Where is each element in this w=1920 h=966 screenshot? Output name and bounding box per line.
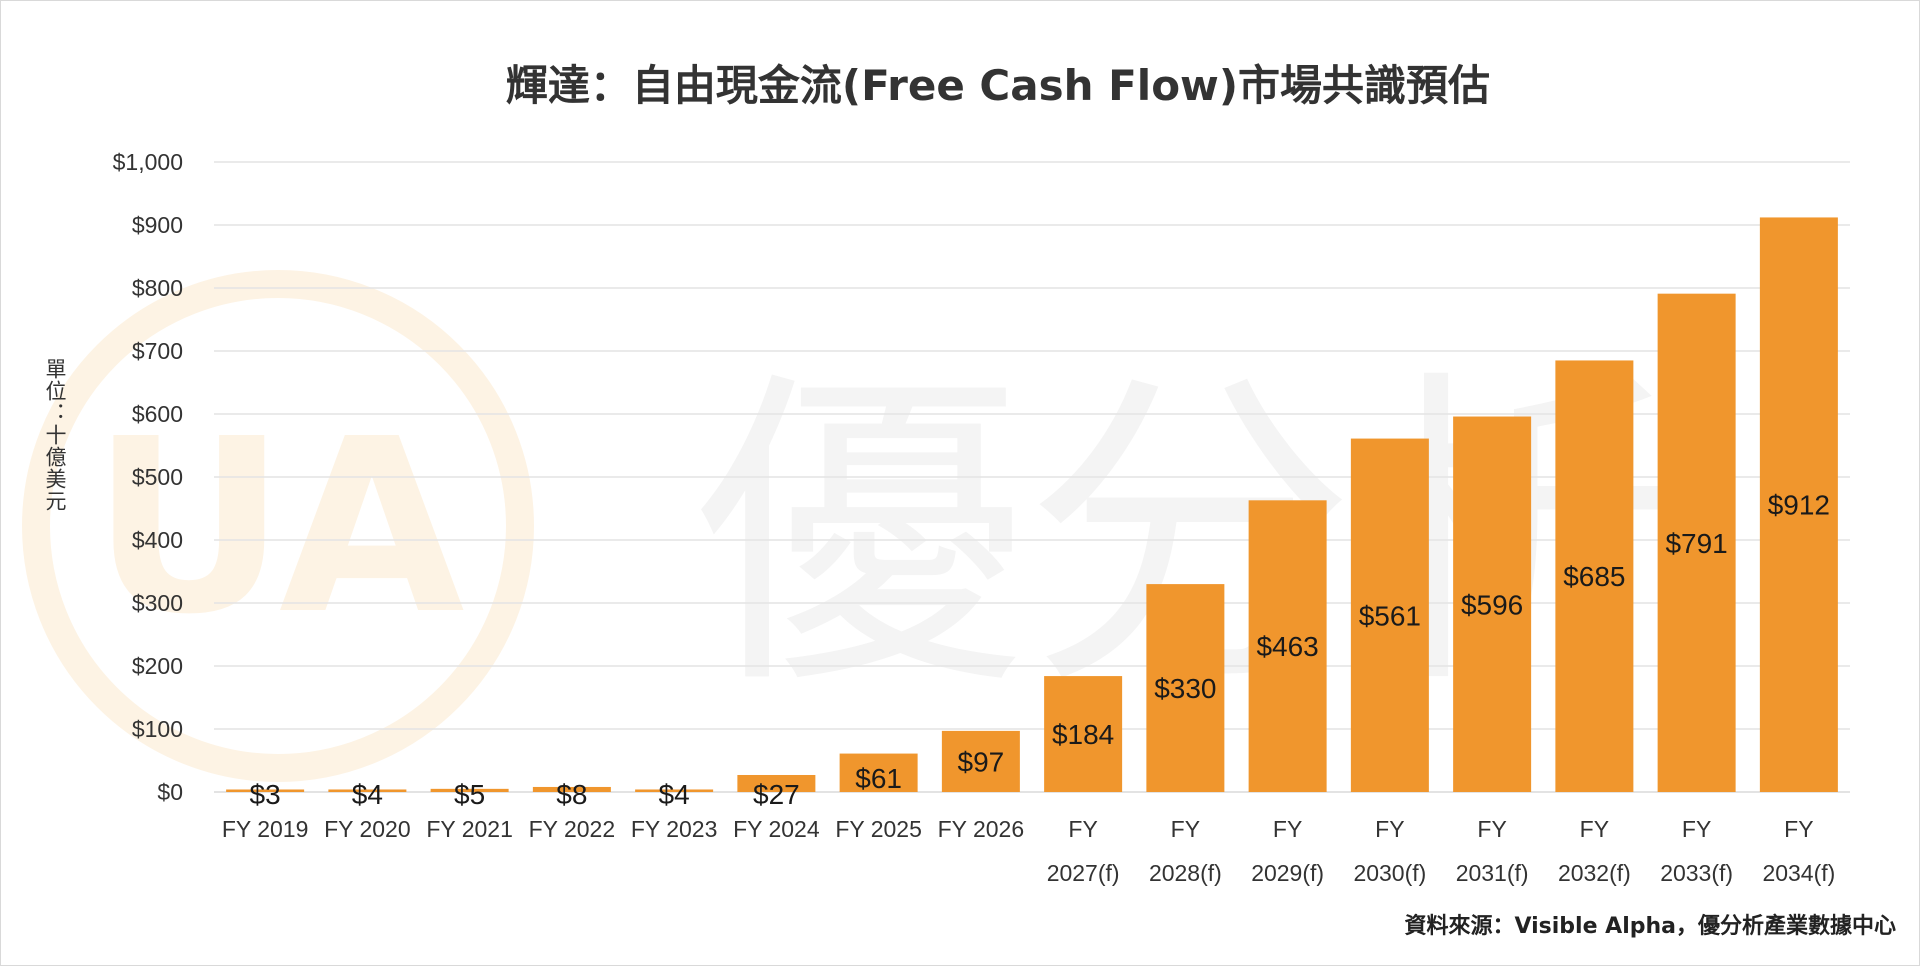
bar	[941, 730, 1020, 792]
y-tick-label: $700	[132, 338, 183, 364]
x-category-label: FY 2023	[631, 816, 718, 842]
bar	[839, 753, 918, 792]
x-category-label-line2: 2029(f)	[1251, 860, 1324, 886]
data-label: $8	[556, 779, 587, 810]
y-tick-label: $200	[132, 653, 183, 679]
data-label: $184	[1052, 719, 1114, 750]
x-category-label: FY 2021	[426, 816, 513, 842]
data-label: $561	[1359, 600, 1421, 631]
watermark-logo-mark: UA	[91, 387, 464, 667]
data-label: $4	[352, 779, 383, 810]
y-axis-ticks: $0 $100 $200 $300 $400 $500 $600 $700 $800 $900 $1…	[113, 149, 183, 805]
bar	[1657, 293, 1736, 792]
watermark: UA 優分析	[22, 270, 1685, 782]
y-tick-label: $100	[132, 716, 183, 742]
data-label: $685	[1563, 561, 1625, 592]
x-category-label: FY	[1171, 816, 1200, 842]
data-label: $463	[1256, 631, 1318, 662]
y-tick-label: $500	[132, 464, 183, 490]
x-category-label: FY 2026	[938, 816, 1025, 842]
x-category-label: FY 2019	[222, 816, 309, 842]
x-category-label: FY	[1580, 816, 1609, 842]
y-tick-label: $300	[132, 590, 183, 616]
x-category-label-line2: 2032(f)	[1558, 860, 1631, 886]
x-axis-categories: FY 2019 FY 2020 FY 2021 FY 2022 FY 2023 FY 20…	[222, 816, 1835, 886]
x-category-label: FY	[1477, 816, 1506, 842]
data-label: $791	[1665, 528, 1727, 559]
y-tick-label: $900	[132, 212, 183, 238]
x-category-label-line2: 2033(f)	[1660, 860, 1733, 886]
data-label: $97	[958, 746, 1005, 777]
x-category-label-line2: 2030(f)	[1353, 860, 1426, 886]
data-label: $27	[753, 779, 800, 810]
x-category-label: FY	[1375, 816, 1404, 842]
chart-title: 輝達：自由現金流(Free Cash Flow)市場共識預估	[505, 61, 1491, 110]
y-tick-label: $800	[132, 275, 183, 301]
bar	[1146, 584, 1225, 792]
data-label: $330	[1154, 673, 1216, 704]
data-label: $912	[1768, 490, 1830, 521]
x-category-label: FY 2024	[733, 816, 820, 842]
data-label: $4	[659, 779, 690, 810]
data-label: $596	[1461, 589, 1523, 620]
y-tick-label: $0	[157, 779, 183, 805]
y-tick-label: $400	[132, 527, 183, 553]
bar	[1248, 500, 1327, 792]
watermark-logo-ring	[22, 270, 534, 782]
y-tick-label: $1,000	[113, 149, 183, 175]
bar	[1350, 438, 1429, 792]
data-label: $3	[250, 779, 281, 810]
bar	[1044, 676, 1123, 792]
x-category-label: FY	[1682, 816, 1711, 842]
x-category-label-line2: 2034(f)	[1762, 860, 1835, 886]
x-category-label-line2: 2031(f)	[1456, 860, 1529, 886]
bar	[635, 789, 714, 792]
bar	[328, 789, 407, 792]
bar	[1453, 416, 1532, 792]
bar	[532, 786, 611, 792]
data-label: $61	[855, 763, 902, 794]
y-tick-label: $600	[132, 401, 183, 427]
x-category-label: FY 2025	[835, 816, 922, 842]
bar	[226, 789, 305, 792]
bar	[430, 788, 509, 792]
data-label: $5	[454, 779, 485, 810]
x-category-label: FY	[1273, 816, 1302, 842]
data-labels: $3 $4 $5 $8 $4 $27 $61 $97 $184 $330 $463 $561 $596 $…	[250, 490, 1830, 810]
x-category-label: FY	[1784, 816, 1813, 842]
source-note: 資料來源：Visible Alpha，優分析產業數據中心	[1404, 914, 1896, 939]
x-category-label: FY	[1068, 816, 1097, 842]
x-category-label: FY 2020	[324, 816, 411, 842]
y-axis-unit-label: 單位：十億美元	[43, 358, 67, 512]
bar	[1759, 217, 1838, 792]
x-category-label: FY 2022	[529, 816, 616, 842]
bars	[226, 217, 1838, 792]
x-category-label-line2: 2028(f)	[1149, 860, 1222, 886]
bar	[1555, 360, 1634, 792]
x-category-label-line2: 2027(f)	[1047, 860, 1120, 886]
bar	[737, 774, 816, 792]
